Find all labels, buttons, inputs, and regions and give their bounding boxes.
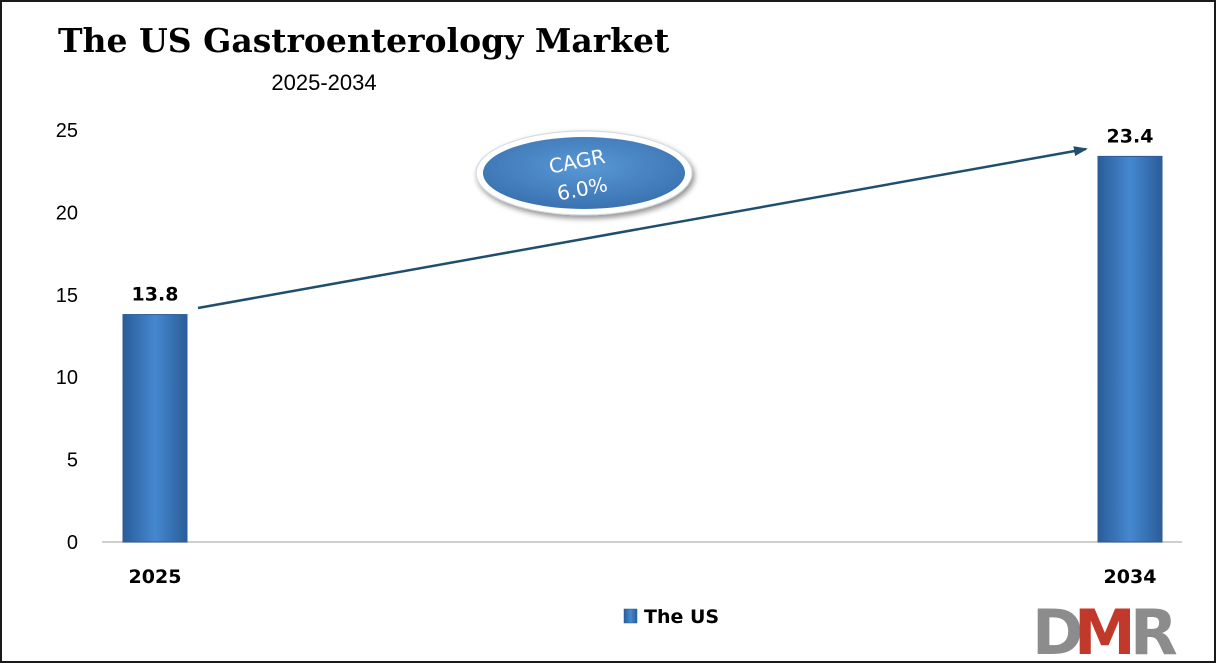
bar-2025 [122,314,188,543]
y-tick-label: 10 [56,367,78,389]
legend: The US [623,606,719,628]
bar-2034 [1097,155,1163,543]
cagr-badge [475,130,693,216]
data-labels: 13.8 23.4 [132,125,1154,305]
chart-title: The US Gastroenterology Market [58,21,670,60]
cagr-ellipse [483,137,685,209]
legend-label: The US [644,606,719,628]
x-tick-label-2034: 2034 [1104,566,1157,588]
logo-letter-m: M [1074,596,1136,661]
x-ticks: 2025 2034 [129,566,1157,588]
y-tick-label: 5 [67,450,78,472]
logo-letter-r: R [1130,596,1178,661]
dmr-logo: D M R [1032,596,1178,661]
y-axis: 0 5 10 15 20 25 [56,120,78,554]
data-label-2025: 13.8 [132,284,179,306]
y-tick-label: 20 [56,202,78,224]
y-tick-label: 0 [67,532,78,554]
y-tick-label: 15 [56,285,78,307]
bars-group [122,155,1163,543]
y-tick-label: 25 [56,120,78,142]
legend-swatch [623,608,638,624]
data-label-2034: 23.4 [1107,125,1154,147]
x-tick-label-2025: 2025 [129,566,182,588]
growth-arrow [197,146,1088,310]
logo-letter-d: D [1032,596,1083,661]
chart-subtitle: 2025-2034 [271,70,376,95]
